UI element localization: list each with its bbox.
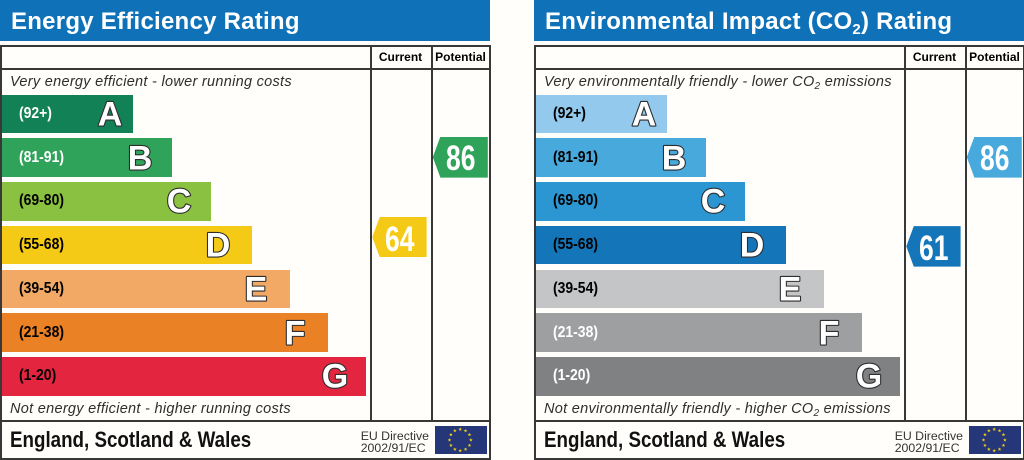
svg-text:A: A [632,95,657,133]
svg-text:G: G [855,358,881,396]
svg-text:G: G [321,358,347,396]
svg-text:F: F [285,314,306,352]
svg-text:B: B [662,139,687,177]
svg-text:D: D [739,226,764,264]
svg-text:E: E [244,270,267,308]
svg-text:F: F [819,314,840,352]
svg-text:C: C [167,183,192,221]
svg-text:C: C [701,183,726,221]
svg-text:D: D [205,226,230,264]
svg-text:A: A [98,95,123,133]
svg-text:E: E [778,270,801,308]
svg-text:B: B [128,139,153,177]
